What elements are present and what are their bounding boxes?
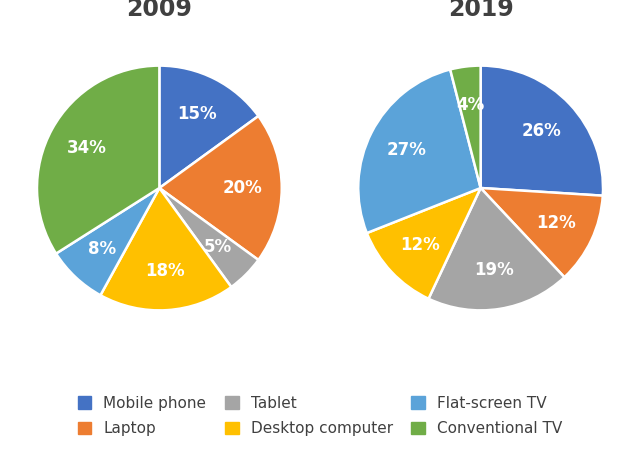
Text: 20%: 20% <box>223 179 262 197</box>
Text: 5%: 5% <box>204 238 232 256</box>
Wedge shape <box>367 188 481 299</box>
Text: 27%: 27% <box>387 141 426 159</box>
Text: 19%: 19% <box>474 261 513 279</box>
Text: 34%: 34% <box>67 139 106 157</box>
Text: 4%: 4% <box>456 96 484 115</box>
Text: 12%: 12% <box>400 236 440 254</box>
Wedge shape <box>159 66 259 188</box>
Text: 18%: 18% <box>145 262 184 280</box>
Wedge shape <box>56 188 159 295</box>
Wedge shape <box>358 69 481 233</box>
Text: 8%: 8% <box>88 240 116 258</box>
Wedge shape <box>159 116 282 260</box>
Legend: Mobile phone, Laptop, Tablet, Desktop computer, Flat-screen TV, Conventional TV: Mobile phone, Laptop, Tablet, Desktop co… <box>73 391 567 441</box>
Text: 26%: 26% <box>522 122 561 140</box>
Wedge shape <box>159 188 259 287</box>
Text: 12%: 12% <box>536 214 576 232</box>
Title: 2019: 2019 <box>448 0 513 20</box>
Wedge shape <box>37 66 159 254</box>
Wedge shape <box>429 188 564 310</box>
Wedge shape <box>100 188 231 310</box>
Title: 2009: 2009 <box>127 0 192 20</box>
Wedge shape <box>481 66 603 196</box>
Text: 15%: 15% <box>177 105 217 123</box>
Wedge shape <box>481 188 603 277</box>
Wedge shape <box>450 66 481 188</box>
